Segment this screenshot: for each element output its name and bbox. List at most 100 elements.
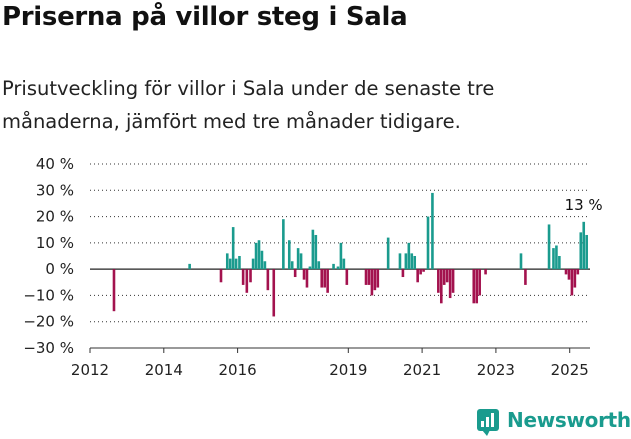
bar [314, 234, 318, 270]
bar [234, 258, 238, 270]
bar [519, 253, 523, 270]
y-tick-label: 10 % [36, 234, 74, 252]
x-tick-label: 2019 [329, 361, 367, 379]
bar [302, 269, 306, 280]
bar [290, 261, 294, 270]
brand-name: Newsworthy [507, 408, 631, 432]
bar [266, 269, 270, 291]
bar [345, 269, 349, 285]
bar [245, 269, 249, 293]
bar [524, 269, 527, 285]
bar [555, 245, 558, 270]
bar [445, 269, 449, 283]
bar [370, 269, 374, 296]
bar [407, 242, 411, 270]
bar [448, 269, 452, 299]
bar [431, 192, 434, 270]
bar [332, 263, 335, 270]
bar [296, 248, 300, 270]
bar [579, 232, 583, 270]
bar [308, 266, 312, 270]
bar [422, 269, 425, 272]
x-tick-label: 2016 [219, 361, 257, 379]
bar [299, 253, 303, 270]
bar [437, 269, 440, 293]
bar [254, 242, 258, 270]
bar [573, 269, 577, 288]
x-tick-label: 2021 [403, 361, 441, 379]
bar [249, 269, 252, 283]
bar [263, 261, 267, 270]
bar [287, 240, 291, 270]
bar [442, 269, 446, 285]
bar [228, 258, 232, 270]
bar [582, 221, 586, 270]
bar [342, 258, 346, 270]
bar [320, 269, 324, 288]
bar [552, 248, 555, 270]
bar [451, 269, 455, 293]
bar [311, 229, 315, 270]
bar [241, 269, 245, 285]
bar [419, 269, 422, 275]
bar [219, 269, 223, 283]
bar [416, 269, 419, 283]
bar [547, 224, 551, 270]
bar [364, 269, 368, 285]
bar [336, 266, 340, 270]
bar [585, 234, 588, 270]
bar [339, 242, 343, 270]
bar [231, 227, 235, 270]
bar [426, 216, 430, 270]
bar [398, 253, 402, 270]
bar [558, 256, 561, 270]
bar [567, 269, 571, 280]
bar [305, 269, 309, 288]
y-tick-label: −30 % [23, 339, 74, 357]
x-tick-label: 2012 [71, 361, 109, 379]
bar [260, 250, 264, 270]
bar [238, 256, 241, 270]
bar [376, 269, 380, 288]
y-tick-label: −10 % [23, 286, 74, 304]
brand-logo: Newsworthy [477, 408, 631, 436]
bar [112, 269, 116, 312]
bar [564, 269, 568, 275]
bar [475, 269, 479, 304]
y-tick-label: −20 % [23, 313, 74, 331]
y-tick-label: 0 % [45, 260, 74, 278]
bar [251, 258, 255, 270]
bar [367, 269, 371, 285]
bar [272, 269, 276, 317]
bar [293, 269, 297, 278]
bar [386, 237, 390, 270]
bar [225, 253, 229, 270]
bar [188, 263, 191, 270]
y-tick-label: 40 % [36, 155, 74, 173]
y-tick-label: 20 % [36, 208, 74, 226]
bar [282, 219, 285, 270]
bar [323, 269, 326, 288]
bar [472, 269, 476, 304]
x-tick-label: 2014 [145, 361, 183, 379]
bar [478, 269, 481, 296]
bar [404, 253, 408, 270]
bar [373, 269, 377, 291]
x-tick-label: 2025 [551, 361, 589, 379]
bar [484, 269, 487, 275]
bar [257, 240, 261, 270]
y-tick-label: 30 % [36, 181, 74, 199]
bar [570, 269, 574, 296]
bar [410, 253, 414, 270]
x-tick-label: 2023 [477, 361, 515, 379]
bar [439, 269, 443, 304]
bar [317, 261, 321, 270]
data-label: 13 % [565, 196, 603, 214]
chart-subtitle: Prisutveckling för villor i Sala under d… [2, 77, 495, 133]
bar [413, 256, 417, 270]
newsworthy-logo-icon [477, 409, 499, 436]
bar [401, 269, 405, 278]
bar [326, 269, 329, 293]
chart-title: Priserna på villor steg i Sala [2, 2, 408, 32]
